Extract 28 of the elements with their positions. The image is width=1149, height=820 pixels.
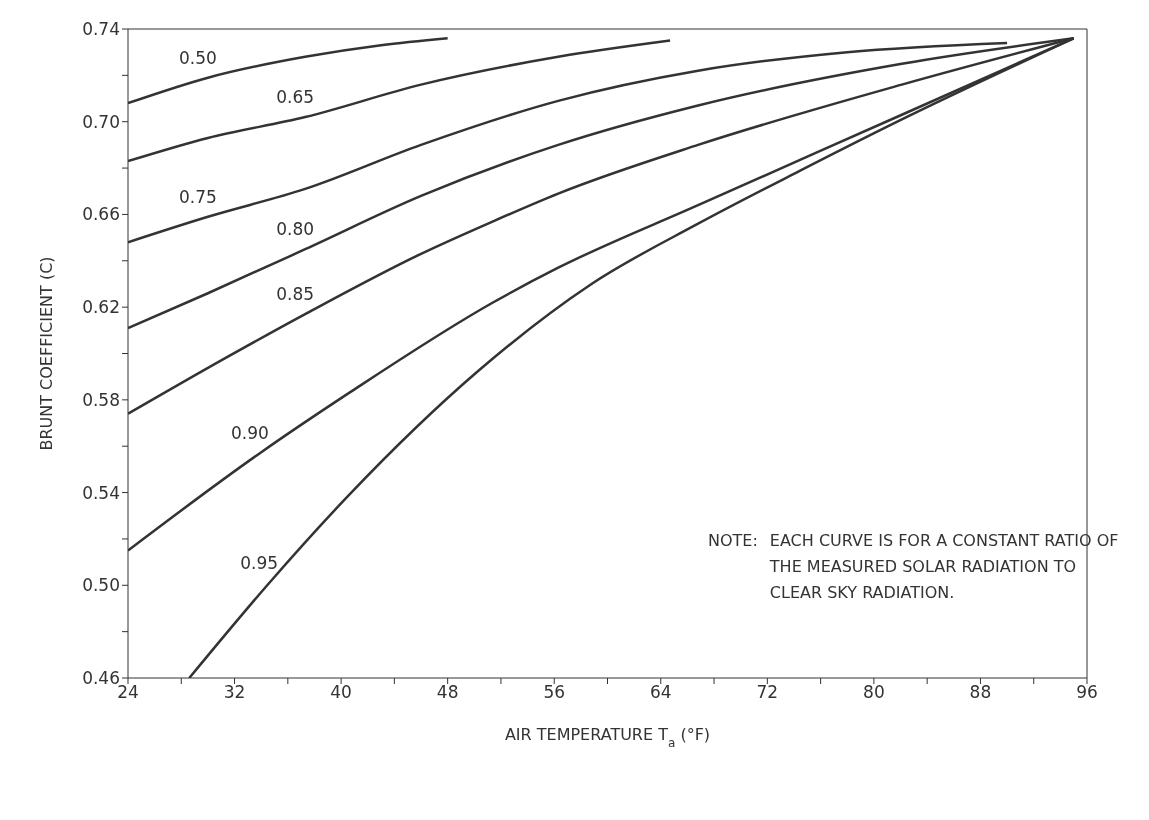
series-label: 0.50 [178, 47, 217, 68]
x-tick-label: 32 [223, 682, 246, 703]
x-axis-title: AIR TEMPERATURE T$_{a}$ (°F) [504, 725, 711, 750]
x-tick-label: 56 [543, 682, 566, 703]
series-label: 0.80 [276, 219, 315, 240]
x-tick-label: 24 [117, 682, 139, 703]
x-tick-label: 64 [649, 682, 672, 703]
x-tick-label: 48 [436, 682, 459, 703]
y-tick-label: 0.50 [82, 575, 120, 596]
x-tick-label: 40 [330, 682, 352, 703]
x-tick-label: 96 [1076, 682, 1098, 703]
y-tick-label: 0.70 [82, 111, 120, 132]
series-label: 0.90 [230, 423, 269, 444]
series-label: 0.75 [178, 186, 217, 207]
y-tick-label: 0.74 [82, 19, 120, 40]
y-tick-label: 0.54 [82, 482, 120, 503]
series-label: 0.85 [276, 284, 315, 305]
x-tick-label: 80 [863, 682, 885, 703]
y-axis-title: BRUNT COEFFICIENT (C) [37, 256, 56, 451]
y-tick-label: 0.58 [82, 389, 120, 410]
x-tick-label: 88 [969, 682, 992, 703]
annotation: NOTE: EACH CURVE IS FOR A CONSTANT RATIO OF THE MEASURED SOLAR RADIATION TO CLEAR SKY RADIATION. [708, 530, 1120, 604]
y-tick-label: 0.46 [82, 668, 120, 689]
series-label: 0.95 [240, 552, 279, 573]
x-tick-label: 72 [756, 682, 779, 703]
series-label: 0.65 [276, 87, 315, 108]
y-tick-label: 0.62 [82, 297, 120, 318]
y-tick-label: 0.66 [82, 204, 120, 225]
